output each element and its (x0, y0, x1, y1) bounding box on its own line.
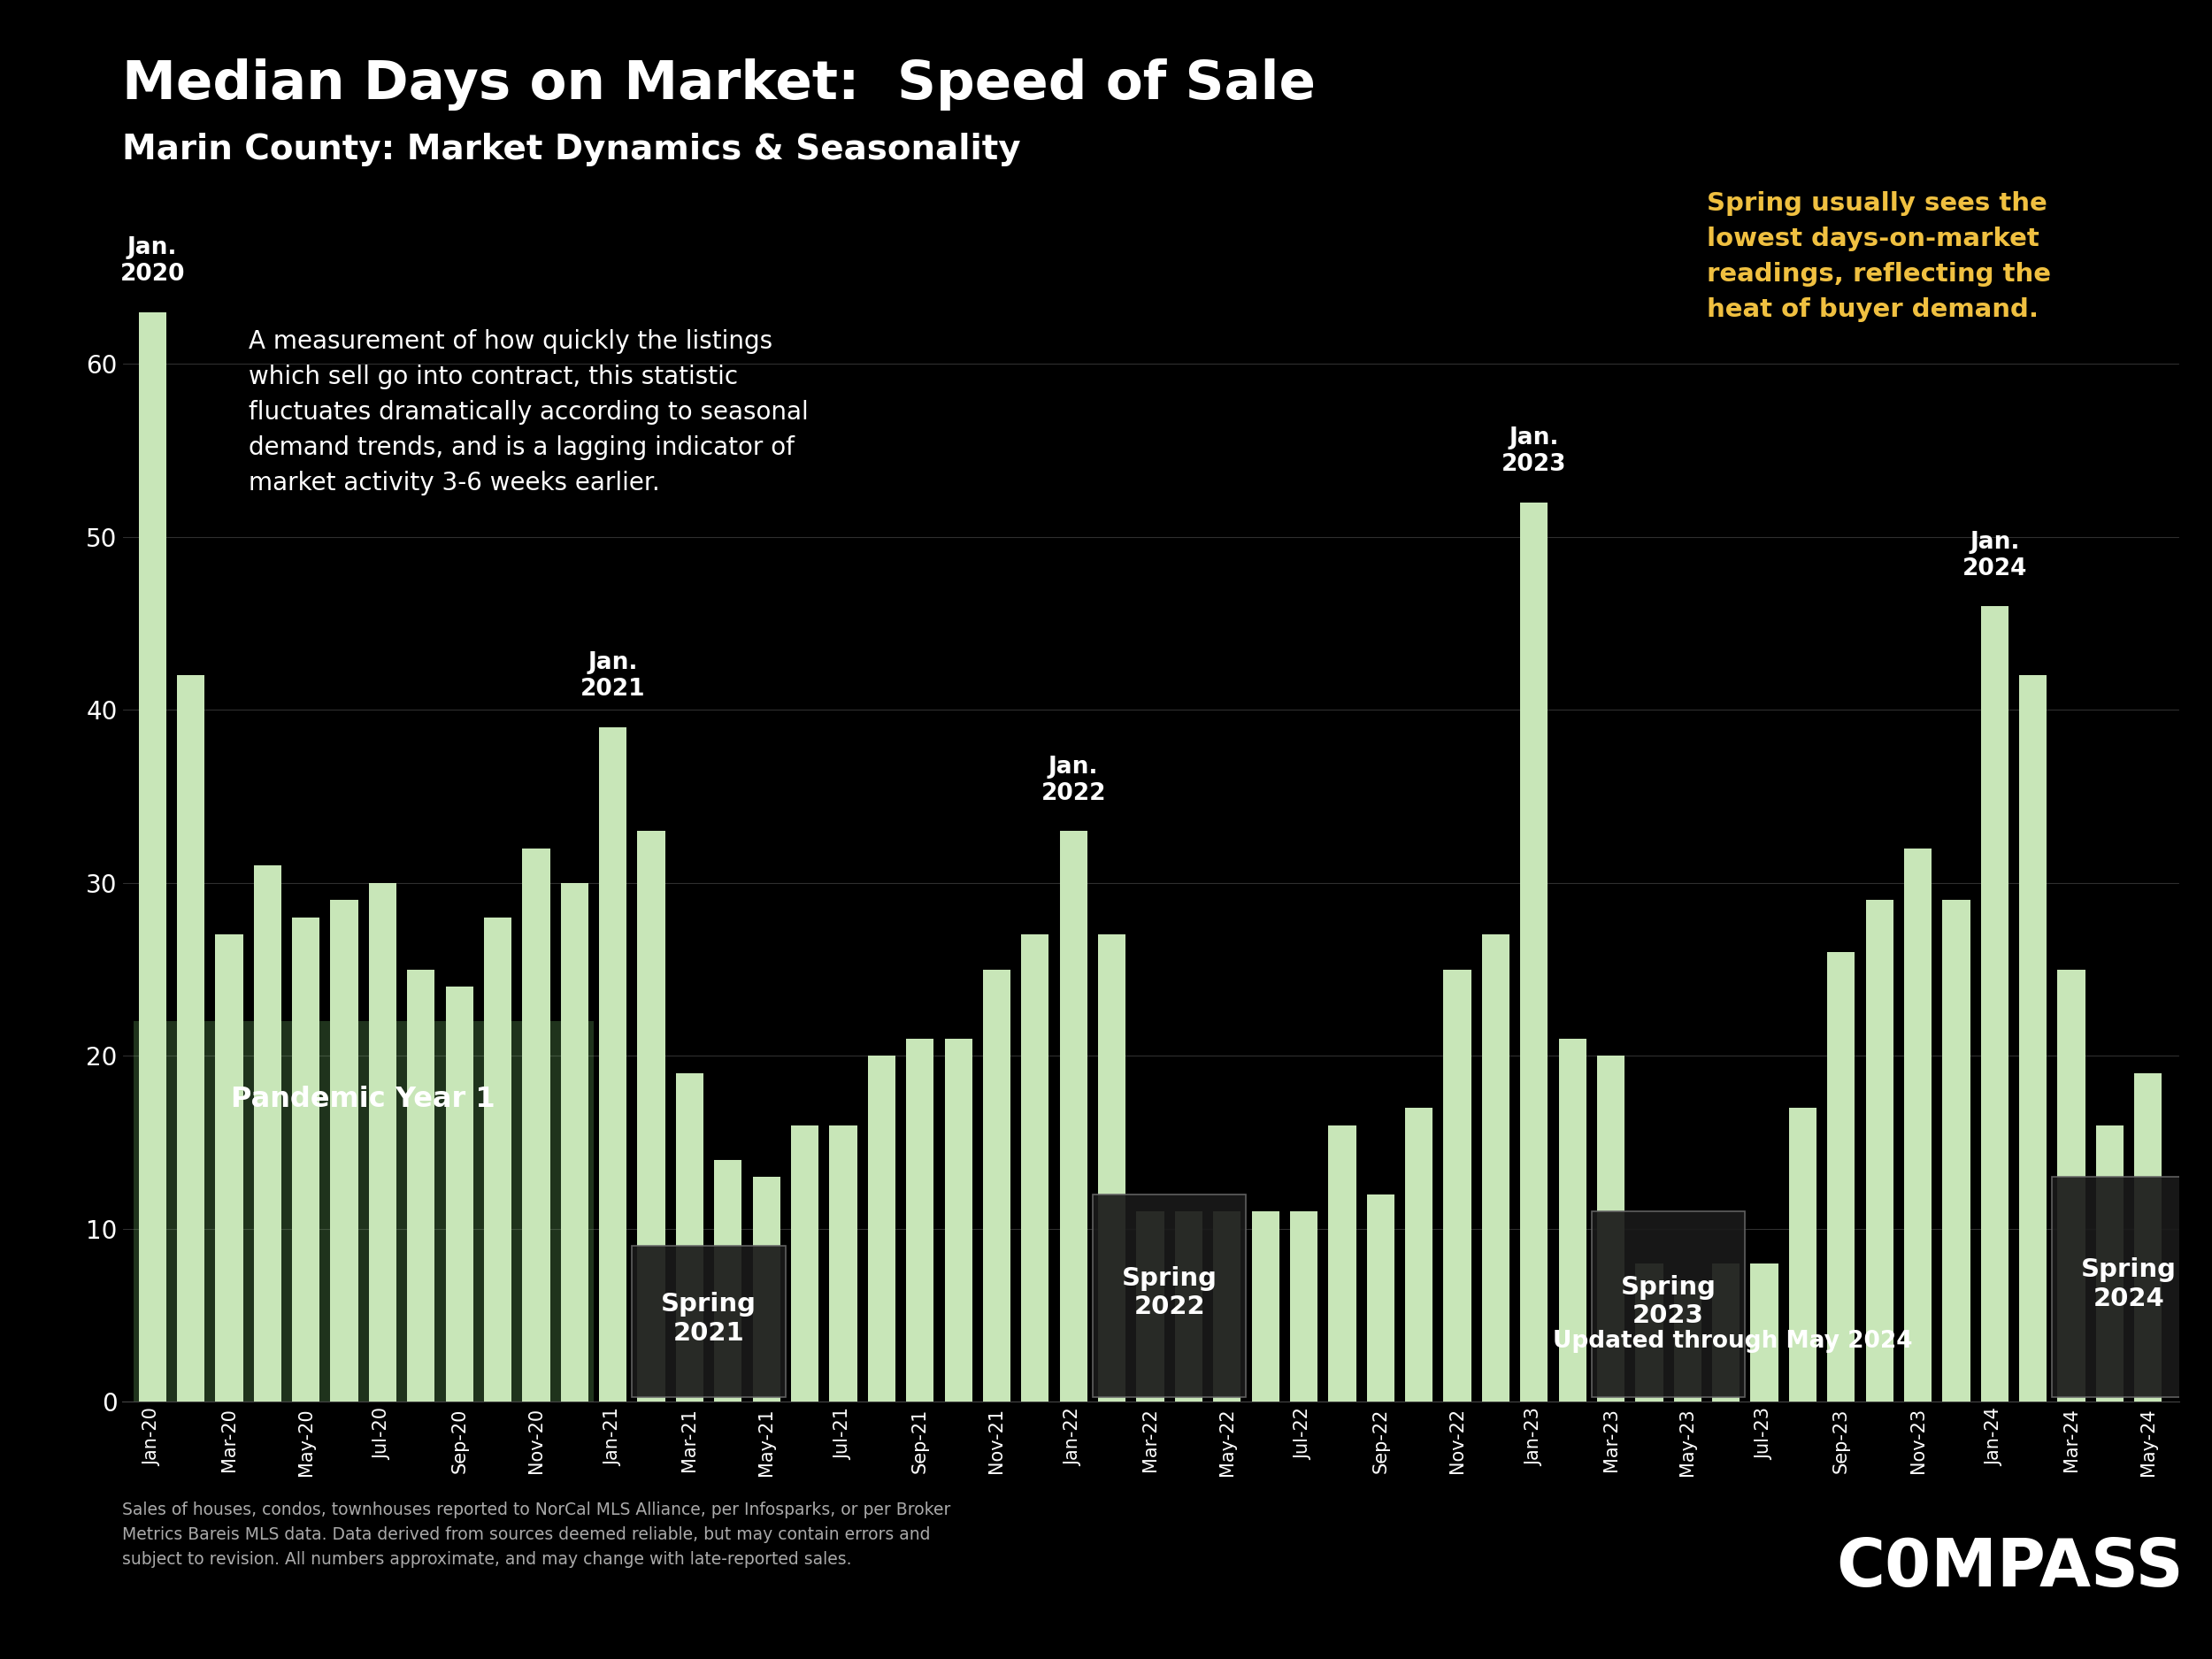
Text: Jan.
2022: Jan. 2022 (1042, 755, 1106, 805)
Bar (177, 675, 204, 1402)
Bar (599, 727, 626, 1402)
Bar (1482, 934, 1509, 1402)
Bar (1635, 1264, 1663, 1402)
Bar (407, 969, 436, 1402)
Bar (139, 312, 166, 1402)
Text: Jan.
2021: Jan. 2021 (580, 652, 646, 702)
Bar (1559, 1039, 1586, 1402)
Bar (982, 969, 1011, 1402)
Text: Spring
2023: Spring 2023 (1621, 1274, 1717, 1329)
Bar (1790, 1108, 1816, 1402)
Bar (1865, 901, 1893, 1402)
Bar (330, 901, 358, 1402)
Bar (830, 1125, 856, 1402)
Bar (1137, 1211, 1164, 1402)
FancyBboxPatch shape (2053, 1176, 2205, 1397)
Text: Updated through May 2024: Updated through May 2024 (1553, 1331, 1913, 1352)
Bar (1212, 1211, 1241, 1402)
Bar (560, 883, 588, 1402)
Bar (2097, 1125, 2124, 1402)
Bar (1097, 934, 1126, 1402)
Bar (1712, 1264, 1741, 1402)
Bar (1060, 831, 1088, 1402)
Bar (1750, 1264, 1778, 1402)
Bar (677, 1073, 703, 1402)
Text: Jan.
2020: Jan. 2020 (119, 236, 186, 285)
Bar (1674, 1281, 1701, 1402)
Bar (522, 848, 551, 1402)
Bar (2020, 675, 2046, 1402)
Text: Spring usually sees the
lowest days-on-market
readings, reflecting the
heat of b: Spring usually sees the lowest days-on-m… (1708, 191, 2051, 322)
Bar (369, 883, 396, 1402)
Bar (907, 1039, 933, 1402)
Bar (215, 934, 243, 1402)
Bar (1022, 934, 1048, 1402)
Text: Spring
2024: Spring 2024 (2081, 1258, 2177, 1311)
Bar (1597, 1055, 1624, 1402)
Bar (1367, 1194, 1394, 1402)
Text: Jan.
2023: Jan. 2023 (1502, 426, 1566, 476)
Text: Marin County: Market Dynamics & Seasonality: Marin County: Market Dynamics & Seasonal… (122, 133, 1020, 166)
Bar (1175, 1211, 1203, 1402)
FancyBboxPatch shape (1593, 1211, 1745, 1397)
Bar (1252, 1211, 1279, 1402)
Bar (1290, 1211, 1318, 1402)
Bar (133, 1022, 593, 1402)
Text: Pandemic Year 1: Pandemic Year 1 (232, 1085, 495, 1113)
Bar (1329, 1125, 1356, 1402)
Bar (2057, 969, 2086, 1402)
Bar (292, 917, 321, 1402)
Text: Spring
2021: Spring 2021 (661, 1292, 757, 1345)
FancyBboxPatch shape (633, 1246, 785, 1397)
Bar (484, 917, 511, 1402)
Bar (1520, 503, 1548, 1402)
Bar (637, 831, 666, 1402)
Bar (1942, 901, 1971, 1402)
Text: A measurement of how quickly the listings
which sell go into contract, this stat: A measurement of how quickly the listing… (248, 328, 807, 496)
Bar (1980, 606, 2008, 1402)
Bar (254, 866, 281, 1402)
Text: Jan.
2024: Jan. 2024 (1962, 531, 2026, 581)
Bar (752, 1176, 781, 1402)
Bar (792, 1125, 818, 1402)
Text: Spring
2022: Spring 2022 (1121, 1266, 1217, 1319)
Text: Median Days on Market:  Speed of Sale: Median Days on Market: Speed of Sale (122, 58, 1316, 109)
Bar (714, 1160, 741, 1402)
Bar (1405, 1108, 1433, 1402)
Text: C0MPASS: C0MPASS (1836, 1536, 2183, 1601)
Bar (2135, 1073, 2161, 1402)
Bar (1827, 952, 1856, 1402)
Bar (445, 987, 473, 1402)
Bar (945, 1039, 971, 1402)
FancyBboxPatch shape (1093, 1194, 1245, 1397)
Bar (1444, 969, 1471, 1402)
Bar (867, 1055, 896, 1402)
Bar (1905, 848, 1931, 1402)
Text: Sales of houses, condos, townhouses reported to NorCal MLS Alliance, per Infospa: Sales of houses, condos, townhouses repo… (122, 1501, 951, 1568)
